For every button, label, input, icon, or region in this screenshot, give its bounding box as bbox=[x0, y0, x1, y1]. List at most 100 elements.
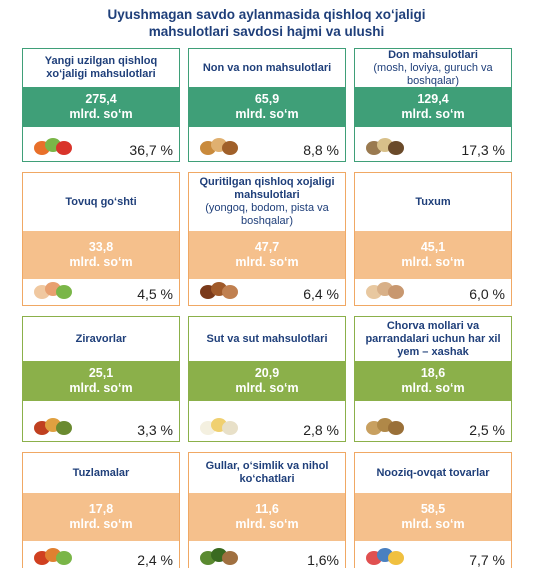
card-footer: 2,4 % bbox=[23, 541, 179, 568]
share: 6,0 % bbox=[469, 286, 505, 302]
card-note: (yongoq, bodom, pista va boshqalar) bbox=[205, 202, 329, 227]
card-header: Yangi uzilgan qishloq xo‘jaligi mahsulot… bbox=[23, 49, 179, 87]
share: 2,5 % bbox=[469, 422, 505, 438]
value: 17,8 bbox=[88, 502, 114, 516]
product-icon bbox=[34, 282, 72, 299]
card-name: Ziravorlar bbox=[75, 332, 127, 345]
unit: mlrd. so‘m bbox=[235, 517, 299, 531]
icon-shape bbox=[222, 285, 238, 299]
value: 11,6 bbox=[255, 502, 279, 516]
card: Chorva mollari va parrandalari uchun har… bbox=[354, 316, 512, 442]
card-name: Don mahsulotlari bbox=[388, 48, 478, 61]
unit: mlrd. so‘m bbox=[401, 255, 465, 269]
card: Ziravorlar 25,1 mlrd. so‘m 3,3 % bbox=[22, 316, 180, 442]
card: Yangi uzilgan qishloq xo‘jaligi mahsulot… bbox=[22, 48, 180, 162]
card-header: Don mahsulotlari (mosh, loviya, guruch va… bbox=[355, 49, 511, 87]
value-band: 25,1 mlrd. so‘m bbox=[23, 361, 179, 401]
value-band: 18,6 mlrd. so‘m bbox=[355, 361, 511, 401]
value: 18,6 bbox=[420, 366, 446, 380]
card-header: Nooziq-ovqat tovarlar bbox=[355, 453, 511, 493]
card-name: Nooziq-ovqat tovarlar bbox=[376, 466, 490, 479]
card: Nooziq-ovqat tovarlar 58,5 mlrd. so‘m 7,7 % bbox=[354, 452, 512, 568]
card-footer: 8,8 % bbox=[189, 127, 345, 161]
card: Gullar, o‘simlik va nihol ko‘chatlari 11,… bbox=[188, 452, 346, 568]
icon-shape bbox=[56, 421, 72, 435]
unit: mlrd. so‘m bbox=[235, 107, 299, 121]
card-header: Non va non mahsulotlari bbox=[189, 49, 345, 87]
card-name: Tuxum bbox=[415, 195, 451, 208]
product-icon bbox=[34, 418, 72, 435]
unit: mlrd. so‘m bbox=[401, 381, 465, 395]
icon-shape bbox=[56, 551, 72, 565]
product-icon bbox=[366, 282, 404, 299]
card: Tuzlamalar 17,8 mlrd. so‘m 2,4 % bbox=[22, 452, 180, 568]
card-name: Gullar, o‘simlik va nihol ko‘chatlari bbox=[205, 460, 329, 485]
card-header: Chorva mollari va parrandalari uchun har… bbox=[355, 317, 511, 361]
unit: mlrd. so‘m bbox=[235, 255, 299, 269]
value: 33,8 bbox=[88, 240, 114, 254]
icon-shape bbox=[56, 285, 72, 299]
value: 275,4 bbox=[85, 92, 117, 106]
value-band: 275,4 mlrd. so‘m bbox=[23, 87, 179, 127]
share: 17,3 % bbox=[461, 142, 505, 158]
share: 6,4 % bbox=[303, 286, 339, 302]
unit: mlrd. so‘m bbox=[69, 107, 133, 121]
card-footer: 7,7 % bbox=[355, 541, 511, 568]
card-header: Ziravorlar bbox=[23, 317, 179, 361]
card: Tuxum 45,1 mlrd. so‘m 6,0 % bbox=[354, 172, 512, 306]
card-name: Sut va sut mahsulotlari bbox=[206, 332, 328, 345]
value: 25,1 bbox=[88, 366, 114, 380]
value-band: 58,5 mlrd. so‘m bbox=[355, 493, 511, 541]
unit: mlrd. so‘m bbox=[69, 255, 133, 269]
value: 45,1 bbox=[420, 240, 446, 254]
card-footer: 2,5 % bbox=[355, 401, 511, 441]
card-header: Tovuq go‘shti bbox=[23, 173, 179, 231]
card-footer: 3,3 % bbox=[23, 401, 179, 441]
icon-shape bbox=[388, 421, 404, 435]
card-name: Tuzlamalar bbox=[72, 466, 130, 479]
value: 129,4 bbox=[417, 92, 449, 106]
product-icon bbox=[34, 138, 72, 155]
card-name: Tovuq go‘shti bbox=[65, 195, 137, 208]
icon-shape bbox=[388, 141, 404, 155]
icon-shape bbox=[388, 285, 404, 299]
card-footer: 2,8 % bbox=[189, 401, 345, 441]
share: 36,7 % bbox=[129, 142, 173, 158]
icon-shape bbox=[222, 551, 238, 565]
product-icon bbox=[366, 418, 404, 435]
unit: mlrd. so‘m bbox=[401, 107, 465, 121]
card-header: Sut va sut mahsulotlari bbox=[189, 317, 345, 361]
share: 7,7 % bbox=[469, 552, 505, 568]
value-band: 47,7 mlrd. so‘m bbox=[189, 231, 345, 279]
title: Uyushmagan savdo aylanmasida qishloq xo‘… bbox=[0, 6, 533, 40]
card-name: Quritilgan qishloq xojaligi mahsulotlari bbox=[199, 176, 335, 201]
card: Don mahsulotlari (mosh, loviya, guruch va… bbox=[354, 48, 512, 162]
product-icon bbox=[366, 548, 404, 565]
unit: mlrd. so‘m bbox=[401, 517, 465, 531]
unit: mlrd. so‘m bbox=[235, 381, 299, 395]
card-footer: 17,3 % bbox=[355, 127, 511, 161]
value: 20,9 bbox=[254, 366, 280, 380]
value-band: 45,1 mlrd. so‘m bbox=[355, 231, 511, 279]
title-line: Uyushmagan savdo aylanmasida qishloq xo‘… bbox=[107, 7, 426, 22]
value: 47,7 bbox=[254, 240, 280, 254]
card: Sut va sut mahsulotlari 20,9 mlrd. so‘m 2,8… bbox=[188, 316, 346, 442]
product-icon bbox=[200, 138, 238, 155]
unit: mlrd. so‘m bbox=[69, 517, 133, 531]
title-line: mahsulotlari savdosi hajmi va ulushi bbox=[148, 24, 385, 39]
product-icon bbox=[200, 418, 238, 435]
share: 8,8 % bbox=[303, 142, 339, 158]
share: 4,5 % bbox=[137, 286, 173, 302]
value: 65,9 bbox=[254, 92, 280, 106]
icon-shape bbox=[222, 421, 238, 435]
card-footer: 6,0 % bbox=[355, 279, 511, 305]
card-name: Non va non mahsulotlari bbox=[202, 61, 332, 74]
value-band: 11,6 mlrd. so‘m bbox=[189, 493, 345, 541]
card-name: Chorva mollari va parrandalari uchun har… bbox=[365, 319, 501, 358]
card-note: (mosh, loviya, guruch va boshqalar) bbox=[373, 61, 493, 87]
icon-shape bbox=[56, 141, 72, 155]
card-header: Quritilgan qishloq xojaligi mahsulotlari… bbox=[189, 173, 345, 231]
product-icon bbox=[366, 138, 404, 155]
card-footer: 1,6% bbox=[189, 541, 345, 568]
